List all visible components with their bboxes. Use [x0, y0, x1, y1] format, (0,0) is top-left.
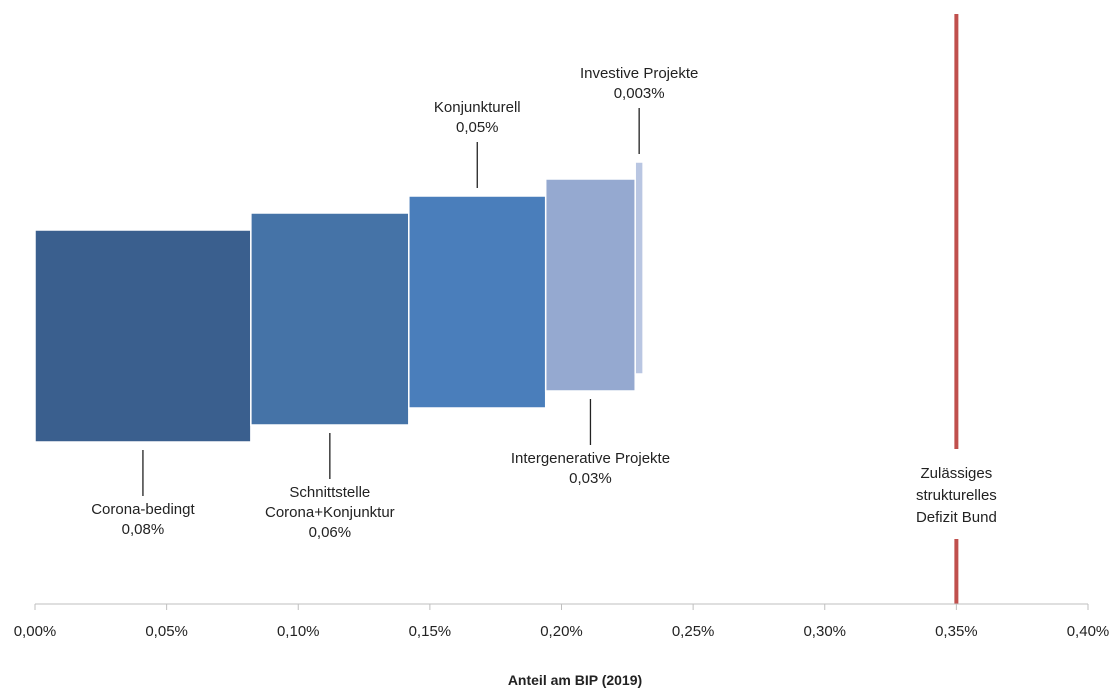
x-tick-label: 0,20% [540, 623, 583, 640]
reference-line-group: Zulässiges strukturelles Defizit Bund [916, 14, 997, 604]
segment-label-intergenerative-projekte: 0,03% [569, 470, 612, 487]
segment-labels-group: Corona-bedingt 0,08% Schnittstelle Corona+K… [91, 65, 698, 541]
bars-group [34, 161, 644, 443]
reference-line-label: Zulässiges [921, 465, 993, 482]
segment-label-investive-projekte: Investive Projekte [580, 65, 698, 82]
x-tick-label: 0,15% [409, 623, 452, 640]
segment-label-konjunkturell: 0,05% [456, 119, 499, 136]
x-tick-label: 0,00% [14, 623, 57, 640]
x-tick-label: 0,05% [145, 623, 188, 640]
bar-investive-projekte [634, 161, 644, 375]
segment-label-corona-bedingt: Corona-bedingt [91, 501, 195, 518]
segment-label-schnittstelle: 0,06% [309, 524, 352, 541]
x-axis-title: Anteil am BIP (2019) [508, 672, 642, 688]
segment-label-schnittstelle: Corona+Konjunktur [265, 504, 395, 521]
segment-label-schnittstelle: Schnittstelle [289, 484, 370, 501]
bar-intergenerative-projekte [544, 178, 636, 392]
x-tick-label: 0,25% [672, 623, 715, 640]
x-tick-label: 0,35% [935, 623, 978, 640]
bar-corona-bedingt [34, 229, 252, 443]
x-axis-ticks-group: 0,00% 0,05% 0,10% 0,15% 0,20% 0,25% 0,30% 0,35%… [14, 604, 1110, 640]
bar-konjunkturell [408, 195, 547, 409]
x-tick-label: 0,40% [1067, 623, 1110, 640]
reference-line-label: Defizit Bund [916, 509, 997, 526]
x-tick-label: 0,30% [803, 623, 846, 640]
segment-label-investive-projekte: 0,003% [614, 85, 665, 102]
x-tick-label: 0,10% [277, 623, 320, 640]
segment-label-konjunkturell: Konjunkturell [434, 99, 521, 116]
segment-label-corona-bedingt: 0,08% [122, 521, 165, 538]
leader-lines-group [142, 108, 640, 496]
segment-label-intergenerative-projekte: Intergenerative Projekte [511, 450, 670, 467]
bar-schnittstelle [250, 212, 410, 426]
reference-line-label: strukturelles [916, 487, 997, 504]
